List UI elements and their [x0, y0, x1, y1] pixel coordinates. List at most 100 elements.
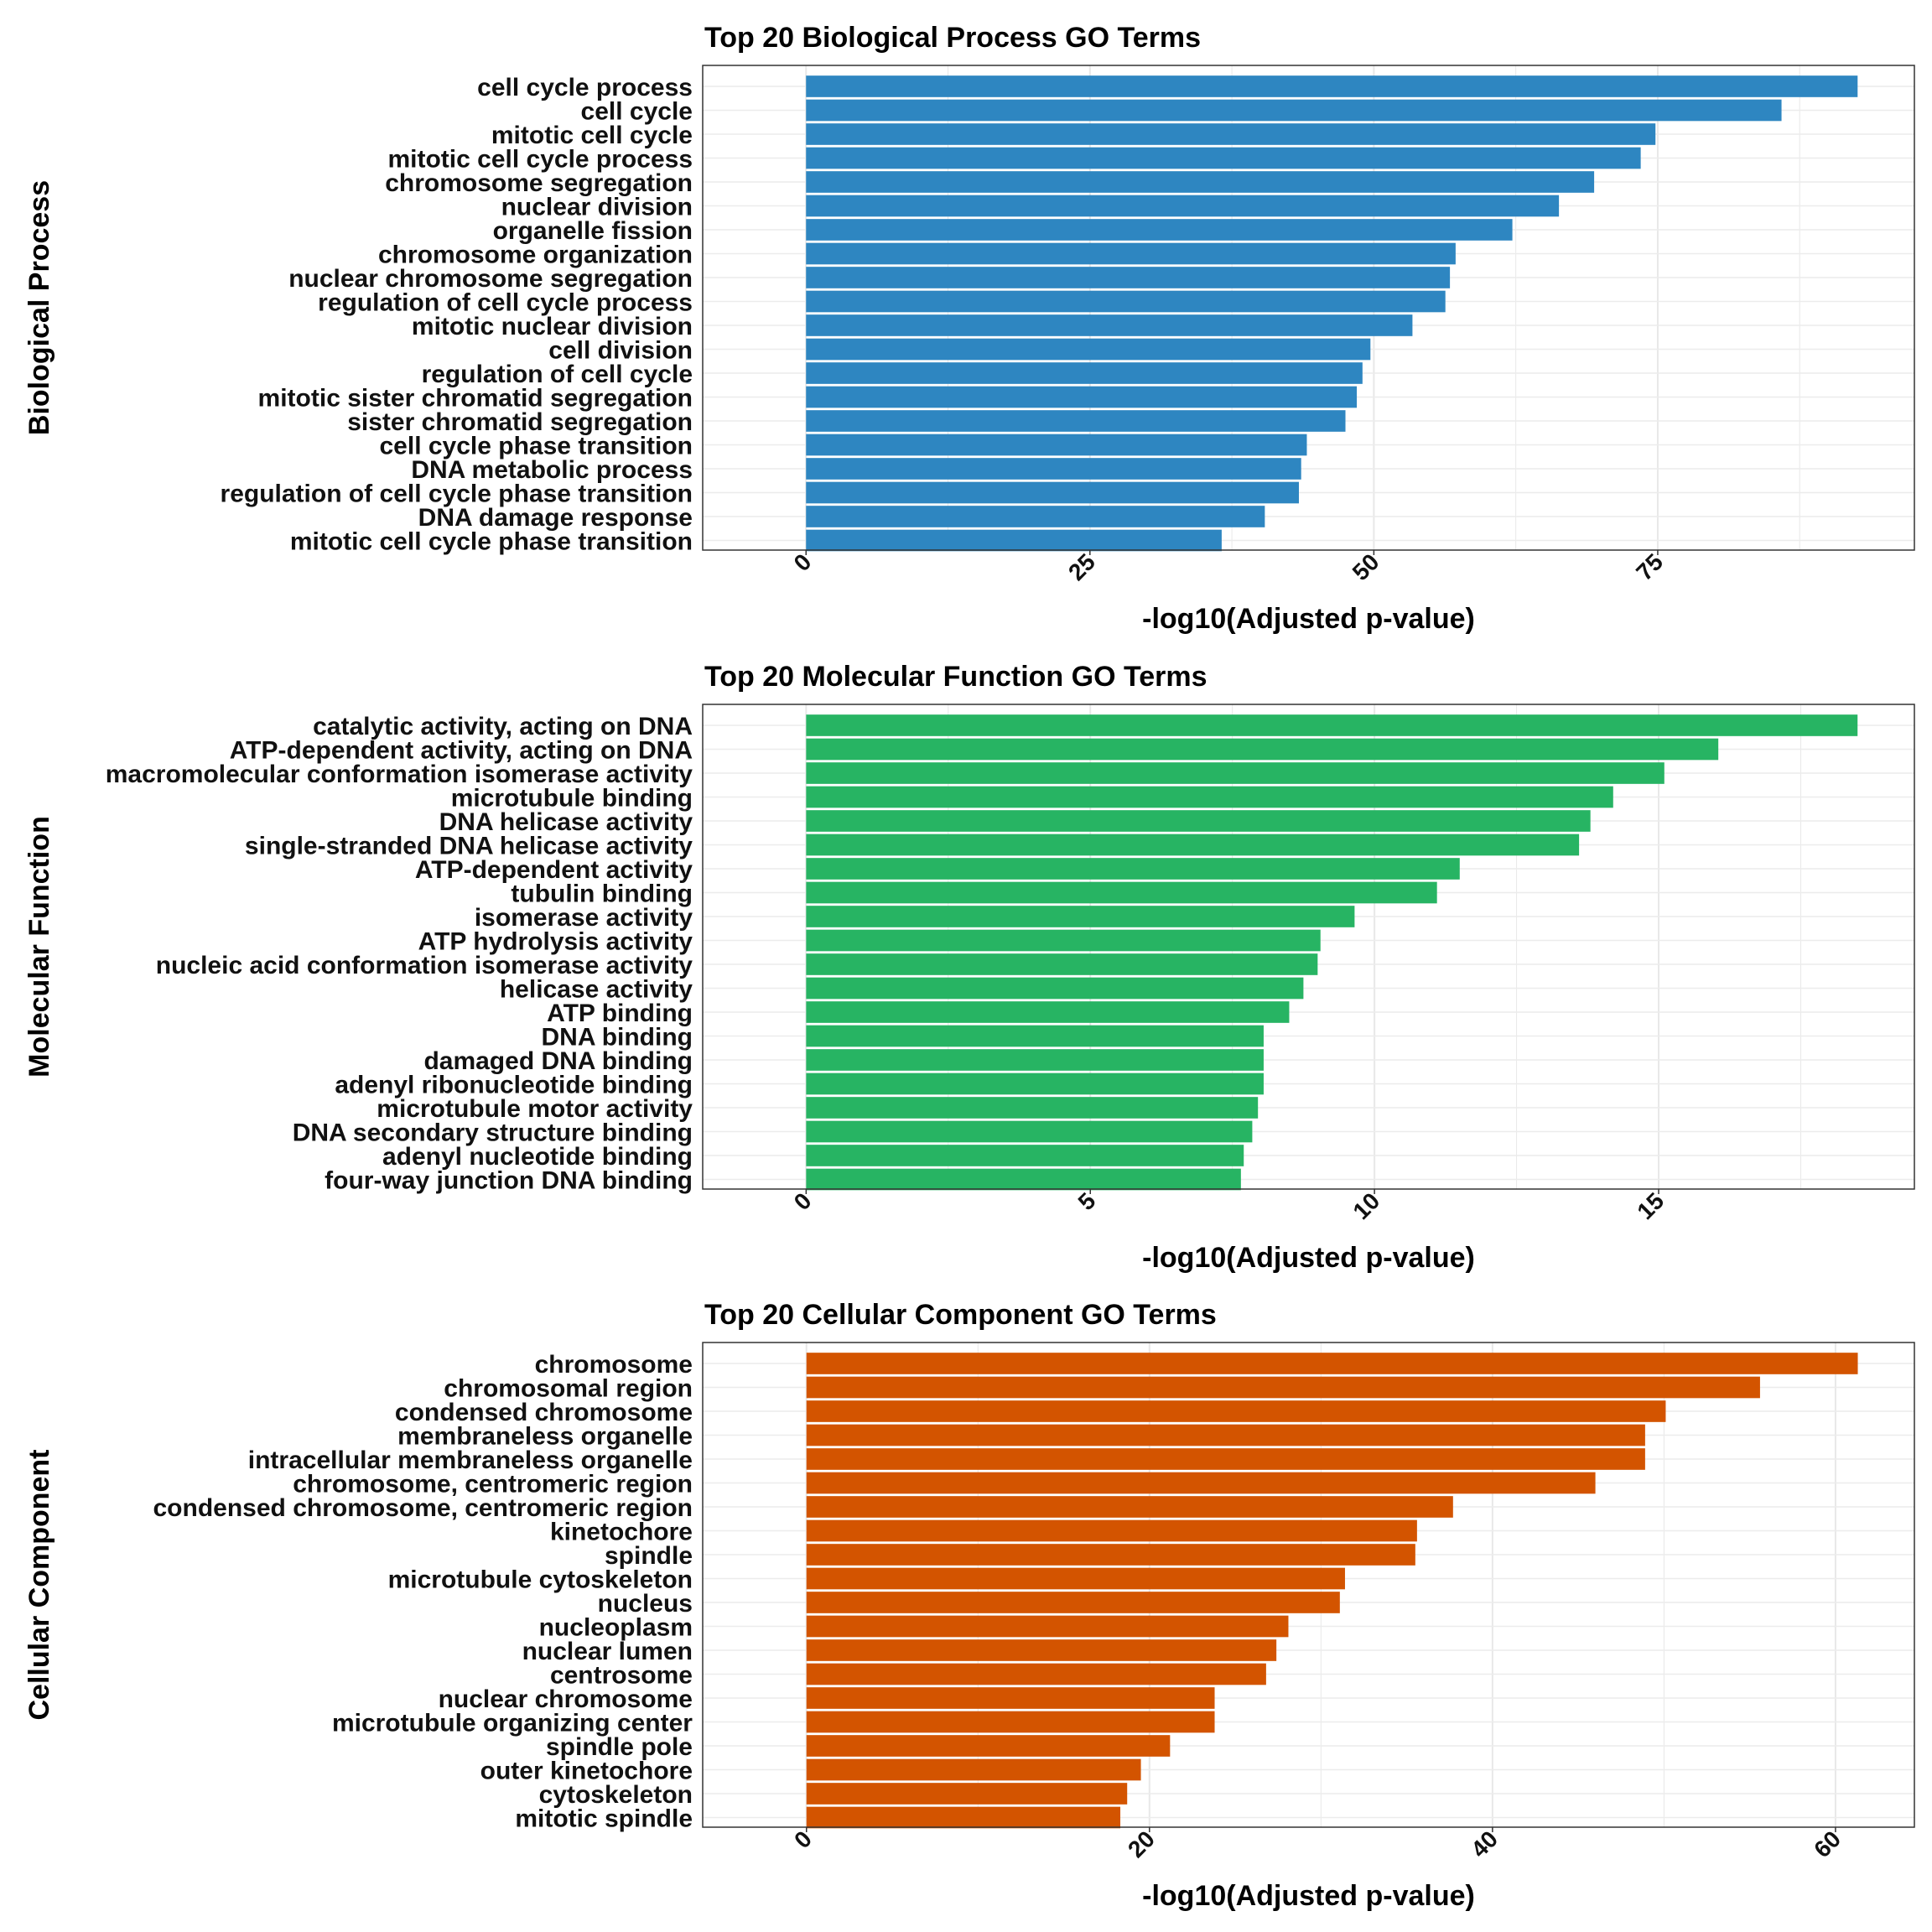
chart-title: Top 20 Biological Process GO Terms [704, 22, 1201, 54]
plot-border [702, 1342, 1915, 1828]
category-label: helicase activity [500, 976, 693, 1004]
bar-single-stranded-dna-helicase-activity [806, 834, 1580, 856]
category-label: DNA metabolic process [411, 456, 693, 484]
bar-regulation-of-cell-cycle [806, 362, 1363, 384]
bar-chromosomal-region [806, 1376, 1760, 1399]
category-label: ATP binding [547, 1000, 693, 1027]
bar-four-way-junction-dna-binding [806, 1168, 1241, 1191]
category-label: microtubule cytoskeleton [388, 1566, 693, 1594]
y-axis-label: Cellular Component [23, 1449, 55, 1720]
category-label: microtubule organizing center [332, 1710, 693, 1737]
category-label: centrosome [550, 1662, 693, 1690]
category-label: nuclear division [501, 194, 693, 221]
bar-damaged-dna-binding [806, 1049, 1264, 1071]
category-label: mitotic sister chromatid segregation [258, 385, 693, 413]
category-label: adenyl ribonucleotide binding [335, 1072, 693, 1099]
category-label: organelle fission [493, 217, 693, 245]
plot-border [702, 65, 1915, 551]
bar-regulation-of-cell-cycle-phase-transition [806, 481, 1299, 504]
chart-3: Top 20 Cellular Component GO Terms chromo… [23, 1299, 1915, 1912]
bar-helicase-activity [806, 977, 1304, 1000]
bar-nuclear-lumen [806, 1639, 1277, 1661]
bar-centrosome [806, 1663, 1266, 1685]
category-label: nuclear chromosome segregation [288, 265, 693, 293]
bar-membraneless-organelle [806, 1424, 1645, 1446]
category-label: membraneless organelle [397, 1423, 693, 1451]
chart-title: Top 20 Molecular Function GO Terms [704, 661, 1207, 693]
bar-microtubule-cytoskeleton [806, 1567, 1345, 1590]
bar-mitotic-spindle [806, 1806, 1121, 1829]
category-label: damaged DNA binding [423, 1047, 693, 1075]
bar-cell-division [806, 338, 1371, 361]
bar-kinetochore [806, 1519, 1417, 1542]
bar-nucleic-acid-conformation-isomerase-activity [806, 953, 1318, 975]
category-label: chromosome, centromeric region [293, 1471, 693, 1498]
bar-nuclear-chromosome-segregation [806, 267, 1451, 288]
x-tick-label: 50 [1348, 548, 1384, 585]
x-tick-label: 25 [1063, 548, 1100, 585]
category-label: sister chromatid segregation [347, 408, 693, 436]
category-label: nuclear chromosome [439, 1685, 693, 1713]
bar-dna-metabolic-process [806, 458, 1301, 480]
category-label: single-stranded DNA helicase activity [245, 833, 693, 860]
bar-chromosome-organization [806, 242, 1456, 265]
category-label: regulation of cell cycle [422, 361, 693, 388]
category-label: cell division [548, 337, 693, 365]
bar-mitotic-nuclear-division [806, 314, 1413, 336]
chart-title: Top 20 Cellular Component GO Terms [704, 1299, 1217, 1331]
category-label: spindle [605, 1542, 693, 1570]
bar-macromolecular-conformation-isomerase-activity [806, 762, 1665, 784]
x-tick-label: 15 [1632, 1187, 1669, 1224]
bar-atp-hydrolysis-activity [806, 929, 1321, 952]
category-label: condensed chromosome [395, 1399, 693, 1426]
bar-condensed-chromosome-centromeric-region [806, 1496, 1453, 1518]
bar-chromosome [806, 1353, 1858, 1374]
category-label: regulation of cell cycle process [318, 289, 693, 317]
category-label: mitotic nuclear division [412, 313, 693, 340]
category-label: four-way junction DNA binding [325, 1167, 693, 1195]
bar-microtubule-organizing-center [806, 1711, 1215, 1733]
bar-mitotic-cell-cycle-phase-transition [806, 529, 1222, 552]
category-label: catalytic activity, acting on DNA [313, 713, 693, 740]
category-label: outer kinetochore [480, 1758, 693, 1785]
category-label: chromosome segregation [385, 169, 693, 197]
bar-mitotic-cell-cycle [806, 123, 1656, 145]
x-axis-label: -log10(Adjusted p-value) [1142, 1242, 1475, 1274]
category-label: regulation of cell cycle phase transitio… [221, 480, 693, 508]
bar-atp-binding [806, 1001, 1290, 1023]
bar-nuclear-chromosome [806, 1687, 1215, 1709]
bar-chromosome-segregation [806, 171, 1595, 193]
category-label: chromosome organization [378, 242, 693, 269]
x-axis-label: -log10(Adjusted p-value) [1142, 1880, 1475, 1912]
category-label: chromosomal region [444, 1375, 693, 1403]
bar-condensed-chromosome [806, 1400, 1666, 1422]
chart-2: Top 20 Molecular Function GO Terms cataly… [23, 661, 1915, 1274]
bar-spindle [806, 1544, 1415, 1566]
category-label: DNA binding [541, 1024, 693, 1052]
x-tick-label: 0 [789, 548, 817, 576]
bar-nuclear-division [806, 195, 1560, 217]
bar-dna-secondary-structure-binding [806, 1120, 1253, 1143]
category-label: chromosome [535, 1351, 693, 1379]
x-tick-label: 40 [1466, 1826, 1503, 1862]
category-label: adenyl nucleotide binding [382, 1143, 693, 1171]
bar-microtubule-binding [806, 786, 1613, 808]
category-label: mitotic cell cycle [491, 122, 693, 149]
chart-1: Top 20 Biological Process GO Terms cell c… [23, 22, 1915, 635]
bar-intracellular-membraneless-organelle [806, 1448, 1645, 1470]
category-label: ATP-dependent activity, acting on DNA [230, 737, 693, 765]
bar-cytoskeleton [806, 1783, 1128, 1805]
bar-chromosome-centromeric-region [806, 1472, 1596, 1494]
bar-dna-binding [806, 1025, 1264, 1047]
category-label: ATP hydrolysis activity [418, 928, 693, 956]
bar-regulation-of-cell-cycle-process [806, 290, 1446, 313]
category-label: cell cycle [581, 98, 693, 126]
x-tick-label: 0 [789, 1826, 817, 1853]
bar-isomerase-activity [806, 906, 1355, 927]
category-label: microtubule binding [451, 785, 693, 813]
category-label: ATP-dependent activity [415, 856, 693, 884]
category-label: condensed chromosome, centromeric region [153, 1494, 693, 1522]
bar-adenyl-nucleotide-binding [806, 1145, 1244, 1166]
x-tick-label: 5 [1073, 1187, 1101, 1215]
